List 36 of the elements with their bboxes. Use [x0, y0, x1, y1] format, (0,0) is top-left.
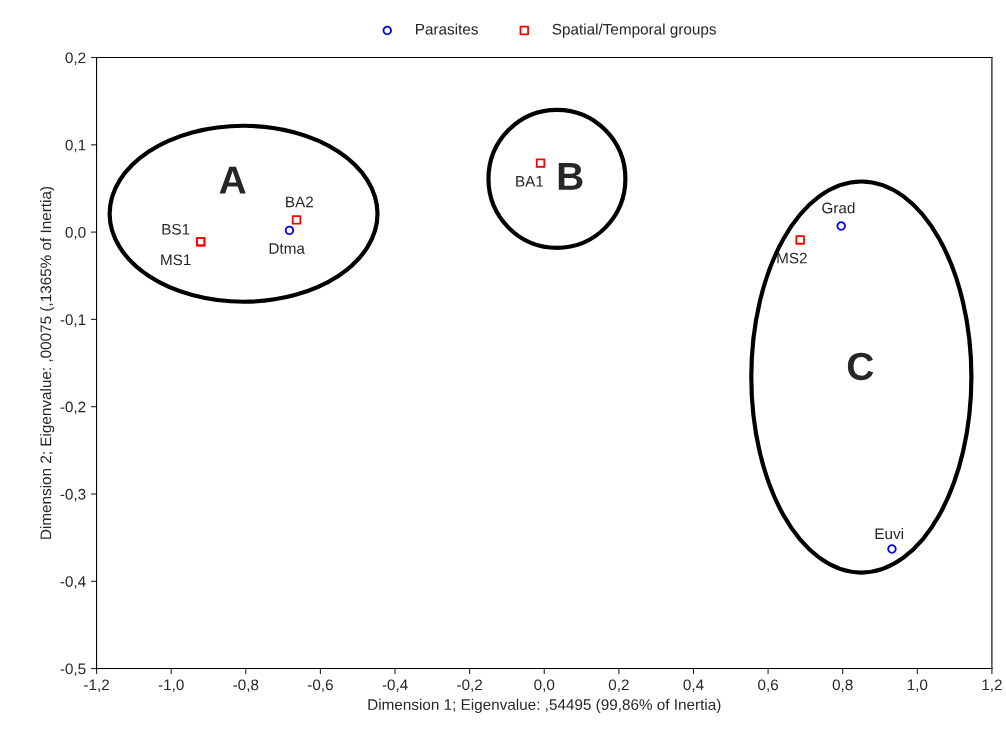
annotation: B — [558, 163, 583, 190]
y-tick-label: 0,2 — [65, 52, 86, 66]
x-tick-label: 1,0 — [907, 679, 928, 693]
annotation: Grad — [822, 202, 855, 214]
y-axis-title: Dimension 2; Eigenvalue: ,00075 (,1365% of Inertia) — [40, 186, 55, 539]
annotation: Dtma — [269, 243, 305, 254]
x-tick-label: 1,2 — [982, 679, 1002, 693]
x-axis-title: Dimension 1; Eigenvalue: ,54495 (99,86% of Inertia) — [368, 698, 721, 714]
x-tick-label: -0,2 — [457, 679, 483, 693]
annotation: BS1 — [162, 223, 190, 235]
annotation: Euvi — [875, 527, 903, 540]
annotation: C — [847, 352, 874, 381]
annotation: BA2 — [286, 196, 313, 208]
y-tick-label: 0,0 — [65, 226, 86, 240]
annotation: BA1 — [516, 176, 544, 187]
x-tick-label: 0,2 — [608, 679, 629, 693]
x-tick-label: -0,8 — [233, 679, 259, 693]
x-tick-label: 0,6 — [758, 679, 779, 693]
y-tick-label: 0,1 — [65, 139, 86, 153]
annotation: A — [219, 166, 246, 194]
legend-label: Parasites — [416, 23, 478, 35]
x-tick-label: -0,4 — [382, 679, 408, 693]
legend-label: Spatial/Temporal groups — [552, 23, 716, 38]
x-tick-label: -1,0 — [158, 679, 184, 693]
y-tick-label: -0,2 — [60, 401, 86, 415]
x-tick-label: 0,8 — [832, 679, 853, 693]
y-tick-label: -0,5 — [60, 663, 86, 677]
x-tick-label: -1,2 — [84, 679, 109, 693]
y-tick-label: -0,4 — [60, 576, 86, 589]
y-tick-label: -0,1 — [60, 314, 86, 327]
annotation: MS2 — [777, 252, 807, 264]
x-tick-label: 0,4 — [683, 679, 704, 693]
x-tick-label: 0,0 — [534, 679, 555, 693]
x-tick-label: -0,6 — [307, 679, 333, 693]
y-tick-label: -0,3 — [60, 488, 86, 502]
annotation: MS1 — [161, 254, 191, 266]
